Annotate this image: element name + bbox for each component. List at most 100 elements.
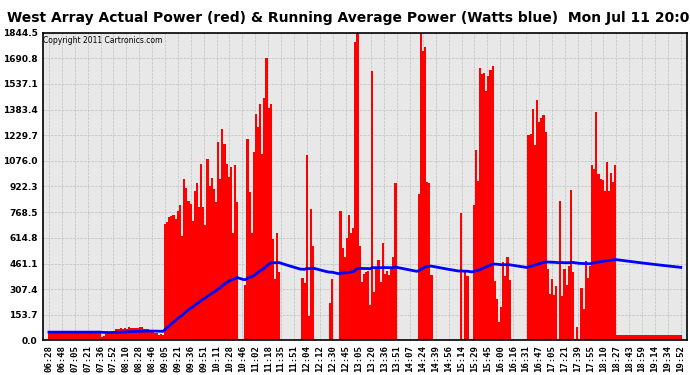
Bar [633,336,635,340]
Bar [375,268,377,340]
Bar [650,336,652,340]
Bar [678,336,680,340]
Bar [65,332,67,340]
Bar [145,330,148,340]
Bar [124,328,126,340]
Bar [266,58,268,340]
Bar [570,190,572,340]
Bar [464,271,466,340]
Bar [346,238,348,340]
Text: West Array Actual Power (red) & Running Average Power (Watts blue)  Mon Jul 11 2: West Array Actual Power (red) & Running … [7,11,690,25]
Bar [213,189,215,340]
Bar [196,183,198,340]
Bar [95,332,97,340]
Bar [612,182,614,340]
Bar [551,279,553,340]
Bar [365,272,367,340]
Bar [631,336,633,340]
Bar [568,266,570,340]
Bar [187,201,190,340]
Bar [669,336,671,340]
Bar [119,328,122,340]
Bar [221,129,224,340]
Bar [113,331,116,340]
Bar [268,108,270,340]
Bar [606,162,608,340]
Bar [204,225,206,340]
Bar [648,336,650,340]
Bar [395,183,397,340]
Bar [121,329,124,340]
Bar [228,177,230,340]
Bar [377,260,380,340]
Bar [278,272,280,340]
Bar [147,329,150,340]
Bar [582,309,584,340]
Bar [63,332,65,340]
Bar [624,336,627,340]
Bar [344,257,346,340]
Bar [339,211,342,340]
Bar [627,336,629,340]
Bar [553,295,555,340]
Bar [206,159,208,340]
Bar [109,333,111,340]
Bar [67,332,69,340]
Bar [166,222,168,340]
Bar [642,336,644,340]
Bar [361,282,363,340]
Bar [170,216,172,340]
Bar [489,70,492,341]
Bar [564,269,566,340]
Bar [479,68,481,340]
Bar [126,328,128,340]
Bar [542,115,544,340]
Bar [246,139,249,340]
Bar [566,285,568,340]
Bar [487,76,490,340]
Bar [257,127,259,340]
Bar [654,336,657,340]
Bar [593,169,595,340]
Bar [61,332,63,340]
Bar [466,276,469,340]
Bar [502,262,504,340]
Bar [673,336,676,340]
Bar [460,213,462,340]
Bar [589,266,591,340]
Bar [73,332,75,340]
Bar [635,336,638,340]
Bar [262,154,264,340]
Bar [485,91,488,340]
Bar [250,233,253,340]
Bar [481,74,483,341]
Bar [475,150,477,340]
Bar [348,215,351,340]
Bar [236,202,238,340]
Bar [363,274,365,340]
Bar [369,305,371,340]
Bar [259,104,262,340]
Bar [217,142,219,340]
Bar [608,191,610,340]
Bar [352,228,355,340]
Bar [620,336,623,340]
Bar [255,114,257,340]
Bar [232,233,234,340]
Bar [426,182,428,340]
Bar [139,327,141,340]
Bar [308,316,310,340]
Bar [219,179,221,340]
Bar [506,257,509,340]
Bar [57,332,59,340]
Bar [59,332,61,340]
Bar [680,336,682,340]
Bar [382,243,384,340]
Bar [306,154,308,340]
Bar [329,303,331,340]
Bar [483,73,486,340]
Bar [270,104,272,340]
Bar [160,334,162,340]
Bar [610,173,612,340]
Bar [665,336,667,340]
